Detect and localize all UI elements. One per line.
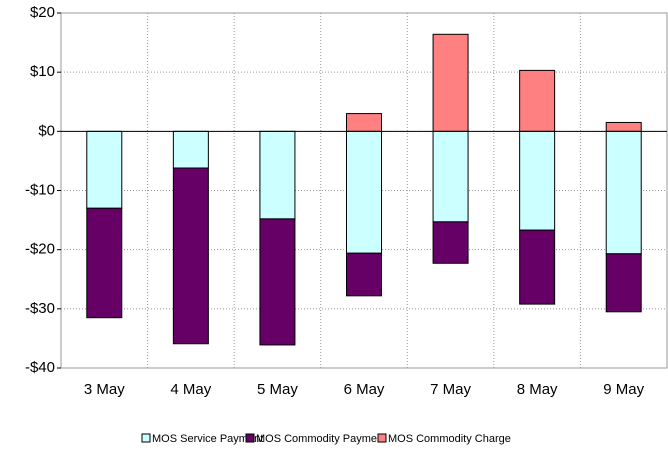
y-tick-label: -$10: [25, 181, 55, 198]
bar: [346, 130, 382, 254]
bar: [86, 207, 123, 319]
y-tick-label: $0: [38, 122, 55, 139]
legend-label: MOS Commodity Charge: [388, 433, 511, 445]
bar: [605, 121, 642, 132]
legend-swatch: [377, 433, 387, 443]
y-tick-label: -$40: [25, 359, 55, 376]
x-tick-label: 6 May: [344, 381, 385, 398]
bar: [605, 130, 642, 255]
y-tick-label: $20: [30, 4, 55, 21]
x-tick-label: 9 May: [603, 381, 644, 398]
bar: [172, 130, 209, 169]
bar: [432, 221, 469, 264]
bar: [86, 130, 123, 209]
bar: [519, 130, 556, 231]
legend-label: MOS Service Payment: [152, 433, 263, 445]
x-tick-label: 3 May: [84, 381, 125, 398]
y-tick-label: -$20: [25, 241, 55, 258]
bar: [432, 33, 469, 132]
legend-swatch: [141, 433, 151, 443]
bar: [519, 229, 556, 305]
x-tick-label: 4 May: [170, 381, 211, 398]
bar: [519, 69, 556, 132]
x-tick-label: 7 May: [430, 381, 471, 398]
bar: [346, 113, 382, 132]
legend-label: MOS Commodity Payment: [256, 433, 386, 445]
legend-swatch: [245, 433, 255, 443]
bar: [432, 130, 469, 223]
bar: [605, 253, 642, 313]
bar: [259, 218, 296, 346]
bar: [346, 252, 382, 297]
bar: [172, 167, 209, 345]
bar: [259, 130, 296, 220]
x-tick-label: 8 May: [517, 381, 558, 398]
x-tick-label: 5 May: [257, 381, 298, 398]
y-tick-label: -$30: [25, 300, 55, 317]
y-tick-label: $10: [30, 63, 55, 80]
